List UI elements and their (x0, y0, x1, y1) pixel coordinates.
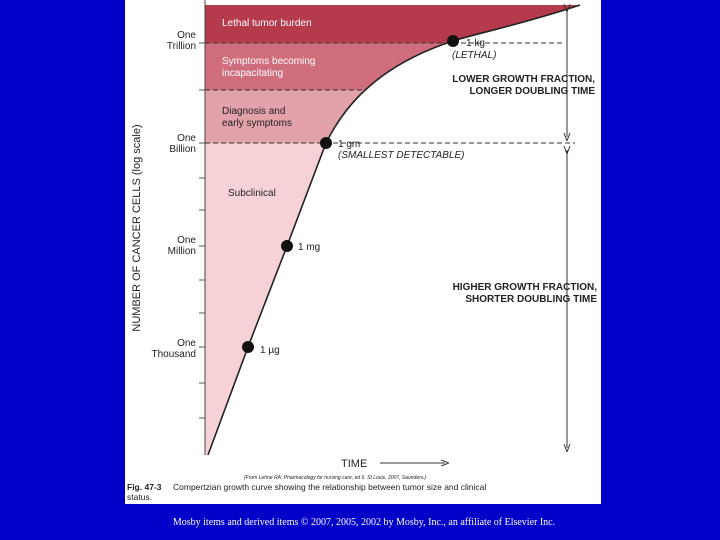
footer: Mosby items and derived items © 2007, 20… (173, 517, 555, 528)
annotation: SHORTER DOUBLING TIME (465, 294, 597, 305)
point-label: 1 kg (466, 38, 485, 49)
point-note: (LETHAL) (452, 50, 496, 61)
y-tick: One (177, 133, 196, 144)
source: (From Lehne RA: Pharmacology for nursing… (244, 475, 427, 481)
caption-line: status. (127, 492, 152, 502)
y-tick: Billion (169, 144, 196, 155)
annotation: HIGHER GROWTH FRACTION, (453, 282, 598, 293)
point-label: 1 µg (260, 345, 280, 356)
y-tick: Million (168, 246, 196, 257)
annotation: LOWER GROWTH FRACTION, (452, 74, 595, 85)
zone-label: Symptoms becoming (222, 56, 315, 67)
annotation: LONGER DOUBLING TIME (469, 86, 595, 97)
point-label: 1 gm (338, 139, 360, 150)
zone-label: Diagnosis and (222, 106, 285, 117)
y-tick: One (177, 235, 196, 246)
y-axis-label: NUMBER OF CANCER CELLS (log scale) (131, 124, 143, 331)
y-tick: One (177, 338, 196, 349)
growth-curve (207, 4, 581, 456)
point-label: 1 mg (298, 242, 320, 253)
caption-line: Compertzian growth curve showing the rel… (173, 482, 486, 492)
x-axis-label: TIME (341, 458, 367, 470)
thresholds (205, 42, 575, 144)
y-tick: One (177, 30, 196, 41)
axis-ticks (199, 42, 205, 419)
y-tick: Trillion (167, 41, 196, 52)
zone-label: Lethal tumor burden (222, 18, 312, 29)
point-note: (SMALLEST DETECTABLE) (338, 150, 465, 161)
caption-number: Fig. 47-3 (127, 482, 162, 492)
zone-label: early symptoms (222, 118, 292, 129)
y-tick: Thousand (152, 349, 196, 360)
zone-label: incapacitating (222, 68, 283, 79)
zone-label: Subclinical (228, 188, 276, 199)
points (242, 35, 459, 353)
